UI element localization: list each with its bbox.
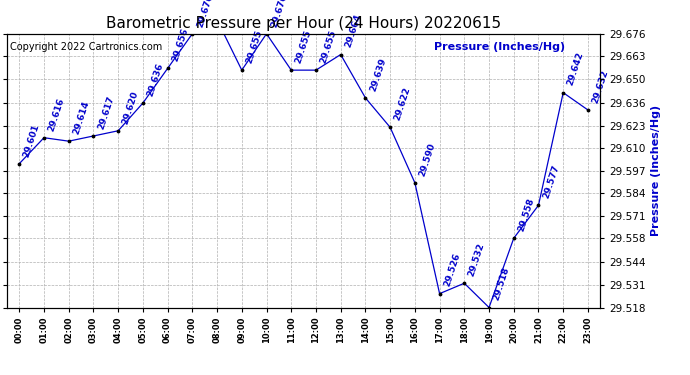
Text: 29.617: 29.617 [96,94,115,130]
Text: 29.622: 29.622 [393,86,412,122]
Text: 29.601: 29.601 [22,122,41,158]
Text: 29.676: 29.676 [269,0,288,28]
Text: 29.620: 29.620 [121,90,140,125]
Text: 29.632: 29.632 [591,69,610,104]
Text: 29.655: 29.655 [319,29,338,64]
Text: 29.639: 29.639 [368,56,388,92]
Text: 29.655: 29.655 [294,29,313,64]
Text: Pressure (Inches/Hg): Pressure (Inches/Hg) [434,42,565,52]
Text: 29.656: 29.656 [170,27,190,63]
Text: 29.664: 29.664 [344,13,363,49]
Text: 29.518: 29.518 [492,266,511,302]
Text: 29.558: 29.558 [517,197,536,232]
Text: 29.616: 29.616 [47,96,66,132]
Text: Copyright 2022 Cartronics.com: Copyright 2022 Cartronics.com [10,42,162,52]
Text: 29.614: 29.614 [72,100,91,136]
Text: 29.642: 29.642 [566,51,585,87]
Y-axis label: Pressure (Inches/Hg): Pressure (Inches/Hg) [651,105,662,236]
Title: Barometric Pressure per Hour (24 Hours) 20220615: Barometric Pressure per Hour (24 Hours) … [106,16,501,31]
Text: 29.676: 29.676 [195,0,215,28]
Text: 29.636: 29.636 [146,62,165,98]
Text: 29.684: 29.684 [0,374,1,375]
Text: 29.590: 29.590 [417,141,437,177]
Text: 29.577: 29.577 [541,164,561,200]
Text: 29.655: 29.655 [244,29,264,64]
Text: 29.526: 29.526 [442,252,462,288]
Text: 29.532: 29.532 [467,242,486,278]
